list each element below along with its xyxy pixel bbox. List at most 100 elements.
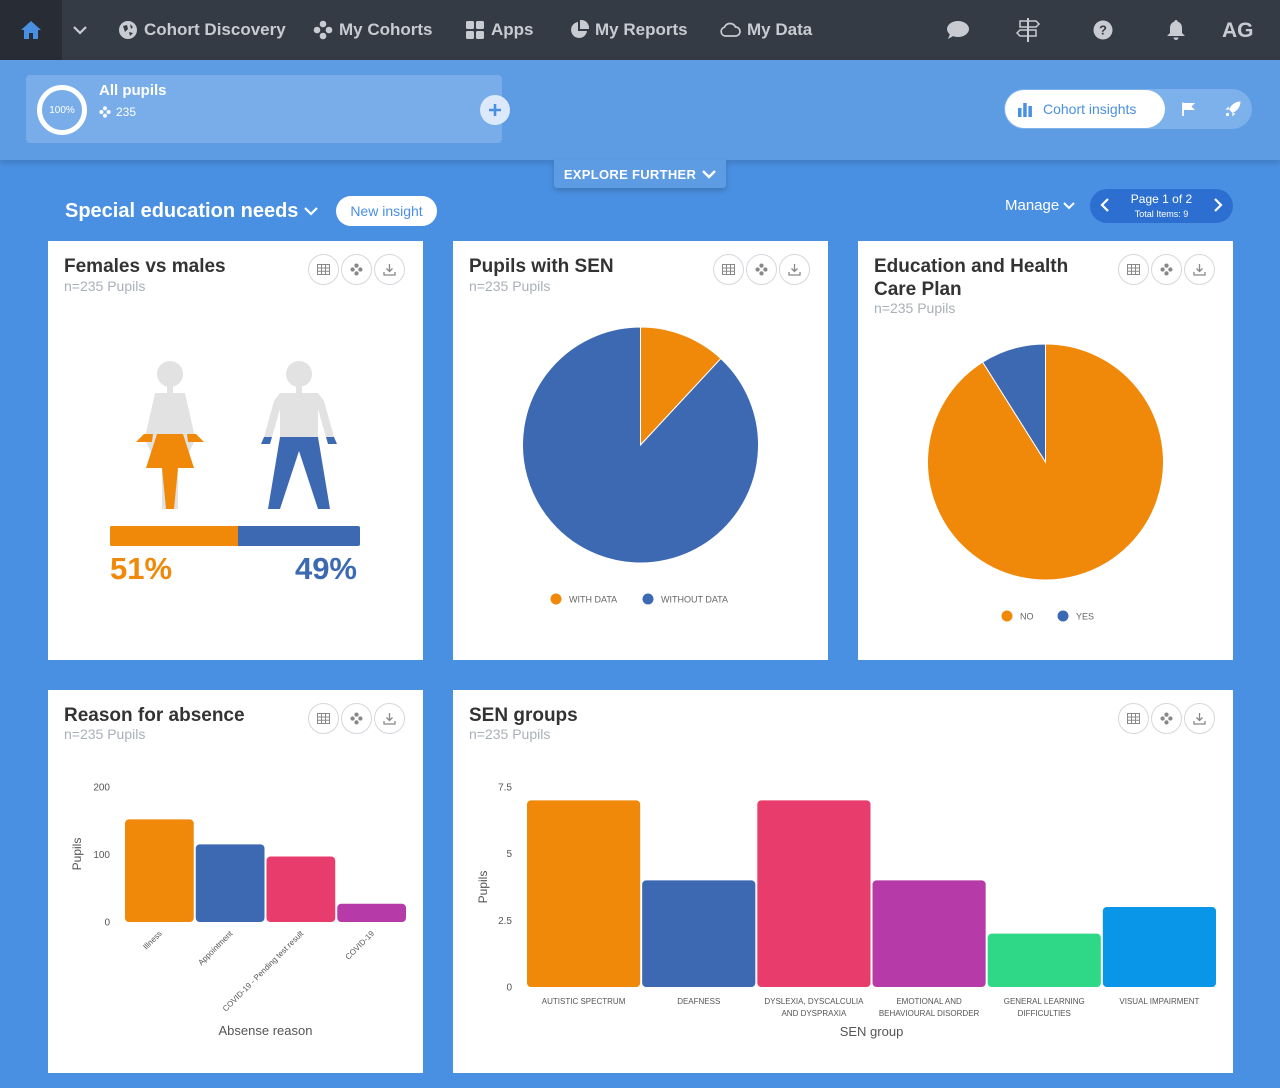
nav-apps[interactable]: Apps xyxy=(465,0,534,60)
x-tick-label-line: DYSLEXIA, DYSCALCULIA xyxy=(764,997,864,1006)
x-tick-label-line: DIFFICULTIES xyxy=(1018,1009,1071,1018)
section-dropdown[interactable]: Special education needs xyxy=(65,200,319,223)
card-title: SEN groups xyxy=(469,705,578,726)
nav-label: Apps xyxy=(491,20,534,39)
bar-chart-sen-groups: 0 2.5 5 7.5 AUTISTIC SPECTRUM DEAFNESS DYSLEXI… xyxy=(476,783,1216,1039)
table-icon xyxy=(722,264,735,275)
new-insight-button[interactable]: New insight xyxy=(336,196,437,226)
download-icon xyxy=(1193,264,1206,276)
download-icon xyxy=(383,713,396,725)
cloud-icon xyxy=(720,22,741,37)
chevron-down-icon xyxy=(1063,201,1075,209)
table-view-button[interactable] xyxy=(308,703,339,734)
explore-further-label: EXPLORE FURTHER xyxy=(563,166,697,182)
section-title: Special education needs xyxy=(65,200,299,222)
insight-card-sen-groups: SEN groups n=235 Pupils 0 2.5 5 7.5 AUTISTIC… xyxy=(453,690,1233,1073)
x-tick-label-line: AND DYSPRAXIA xyxy=(781,1009,847,1018)
notifications-button[interactable] xyxy=(1165,0,1187,60)
help-button[interactable]: ? xyxy=(1092,0,1114,60)
cohorts-icon xyxy=(1160,712,1173,725)
nav-my-data[interactable]: My Data xyxy=(719,0,812,60)
nav-label: My Cohorts xyxy=(339,20,433,39)
table-view-button[interactable] xyxy=(713,254,744,285)
card-toolbar xyxy=(711,254,810,285)
x-tick-label-line: GENERAL LEARNING xyxy=(1004,997,1085,1006)
download-button[interactable] xyxy=(374,703,405,734)
download-button[interactable] xyxy=(1184,254,1215,285)
x-tick-label-line: VISUAL IMPAIRMENT xyxy=(1119,997,1199,1006)
download-button[interactable] xyxy=(779,254,810,285)
y-tick-label: 0 xyxy=(104,918,110,929)
chevron-right-icon[interactable] xyxy=(1213,198,1223,212)
legend-label: WITH DATA xyxy=(569,595,617,605)
bar xyxy=(195,844,265,922)
cohort-split-button[interactable] xyxy=(1151,254,1182,285)
cohort-split-button[interactable] xyxy=(1151,703,1182,734)
gender-ratio-bar xyxy=(110,526,360,546)
cohort-card[interactable]: 100% All pupils 235 xyxy=(26,75,510,143)
bar xyxy=(527,800,641,987)
cohort-split-button[interactable] xyxy=(341,703,372,734)
card-toolbar xyxy=(1116,703,1215,734)
manage-dropdown[interactable]: Manage xyxy=(1005,197,1075,214)
chat-button[interactable] xyxy=(944,0,972,60)
bar xyxy=(266,856,336,922)
insight-card-ehcp: Education and Health Care Plan n=235 Pup… xyxy=(858,241,1233,660)
signpost-icon xyxy=(1015,18,1041,42)
table-view-button[interactable] xyxy=(1118,254,1149,285)
cohorts-icon xyxy=(755,263,768,276)
cohort-percent-ring: 100% xyxy=(37,85,87,135)
bar xyxy=(872,880,986,987)
rocket-button[interactable] xyxy=(1220,89,1246,129)
cohort-split-button[interactable] xyxy=(341,254,372,285)
x-tick-label: Illness xyxy=(141,929,163,951)
user-avatar[interactable]: AG xyxy=(1222,19,1254,42)
female-ratio-fill xyxy=(110,526,238,546)
table-icon xyxy=(1127,713,1140,724)
x-tick-label: GENERAL LEARNING DIFFICULTIES xyxy=(1004,997,1085,1018)
download-button[interactable] xyxy=(1184,703,1215,734)
reports-icon xyxy=(571,20,589,38)
bar xyxy=(337,903,406,922)
flag-icon xyxy=(1182,102,1195,116)
cohort-insights-label: Cohort insights xyxy=(1043,101,1137,117)
add-cohort-button[interactable] xyxy=(480,95,510,125)
legend-marker xyxy=(1057,610,1069,622)
table-icon xyxy=(317,713,330,724)
cohort-insights-button[interactable]: Cohort insights xyxy=(1005,90,1165,128)
cohort-split-button[interactable] xyxy=(746,254,777,285)
plus-icon xyxy=(489,104,501,116)
nav-label: My Data xyxy=(747,20,813,39)
x-tick-label: Appointment xyxy=(196,929,235,968)
chevron-left-icon[interactable] xyxy=(1100,198,1110,212)
home-button[interactable] xyxy=(0,0,62,60)
signpost-button[interactable] xyxy=(1013,0,1043,60)
x-tick-label: AUTISTIC SPECTRUM xyxy=(542,997,626,1006)
y-tick-label: 0 xyxy=(506,983,512,994)
y-tick-label: 5 xyxy=(506,849,512,860)
cohorts-icon xyxy=(313,20,333,40)
nav-cohort-discovery[interactable]: Cohort Discovery xyxy=(118,0,286,60)
pie-chart-sen: WITH DATA WITHOUT DATA xyxy=(522,326,759,605)
card-subtitle: n=235 Pupils xyxy=(64,278,146,294)
download-icon xyxy=(1193,713,1206,725)
pie-chart-ehcp: NO YES xyxy=(927,343,1164,622)
female-percent: 51% xyxy=(110,551,173,586)
flag-button[interactable] xyxy=(1176,89,1202,129)
explore-further-button[interactable]: EXPLORE FURTHER xyxy=(554,160,726,188)
x-tick-label-line: BEHAVIOURAL DISORDER xyxy=(879,1009,980,1018)
nav-dropdown-button[interactable] xyxy=(62,0,98,60)
rocket-icon xyxy=(1225,101,1241,117)
table-icon xyxy=(317,264,330,275)
gender-figures xyxy=(136,361,337,509)
cohorts-icon xyxy=(350,263,363,276)
table-view-button[interactable] xyxy=(308,254,339,285)
manage-label: Manage xyxy=(1005,197,1060,214)
nav-my-reports[interactable]: My Reports xyxy=(569,0,688,60)
nav-my-cohorts[interactable]: My Cohorts xyxy=(313,0,433,60)
table-view-button[interactable] xyxy=(1118,703,1149,734)
home-icon xyxy=(21,21,41,39)
download-button[interactable] xyxy=(374,254,405,285)
card-subtitle: n=235 Pupils xyxy=(64,726,146,742)
chevron-down-icon xyxy=(702,169,717,179)
